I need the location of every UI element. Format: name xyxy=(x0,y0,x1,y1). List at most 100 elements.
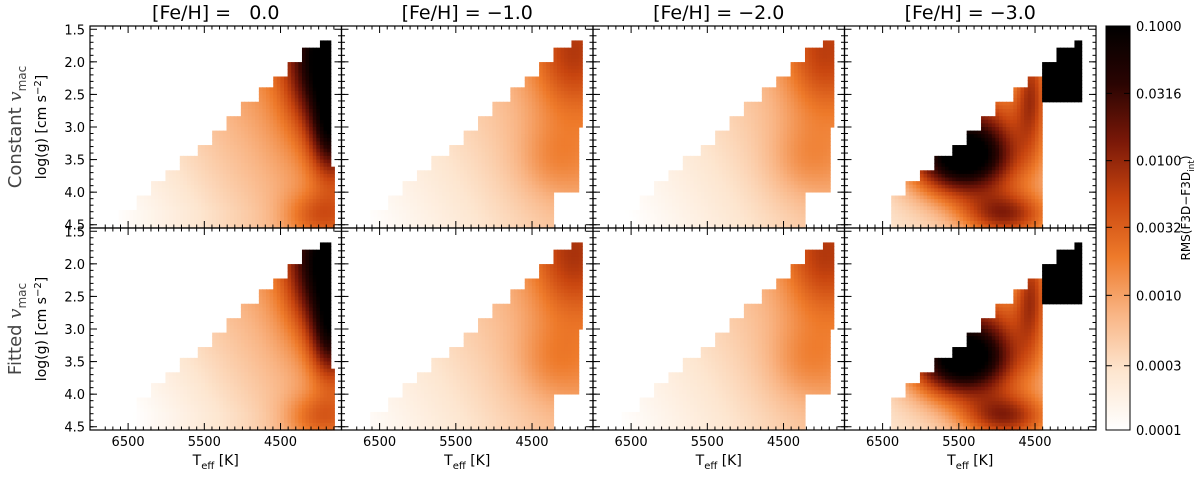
heat-cell xyxy=(578,76,583,81)
heat-cell xyxy=(513,188,519,193)
heat-cell xyxy=(779,184,785,189)
heat-cell xyxy=(675,202,680,207)
heat-cell xyxy=(546,90,551,96)
heat-cell xyxy=(434,181,440,186)
heat-cell xyxy=(812,123,817,128)
heat-cell xyxy=(510,127,515,132)
heat-cell xyxy=(319,141,325,146)
heat-cell xyxy=(449,155,454,161)
heat-cell xyxy=(258,87,264,92)
heat-cell xyxy=(812,72,817,78)
heat-cell xyxy=(327,94,332,99)
heat-cell xyxy=(571,137,576,143)
heat-cell xyxy=(531,213,537,218)
heat-cell xyxy=(794,83,799,88)
heat-cell xyxy=(528,163,533,168)
heat-cell xyxy=(707,209,713,215)
heat-cell xyxy=(549,119,555,124)
heat-cell xyxy=(287,209,292,215)
heat-cell xyxy=(492,224,497,229)
heat-cell xyxy=(513,195,519,200)
heat-cell xyxy=(273,116,278,121)
heat-cell xyxy=(416,202,422,207)
heat-cell xyxy=(305,127,310,132)
heat-cell xyxy=(765,202,770,207)
heat-cell xyxy=(291,163,296,168)
heat-cell xyxy=(488,191,493,197)
heat-cell xyxy=(154,195,159,200)
heat-cell xyxy=(190,206,195,211)
heat-cell xyxy=(323,72,328,78)
heat-cell xyxy=(237,170,242,175)
heat-cell xyxy=(319,80,325,85)
heat-cell xyxy=(215,202,220,207)
heat-cell xyxy=(779,188,785,193)
heat-cell xyxy=(503,213,508,218)
heat-cell xyxy=(506,101,511,106)
heat-cell xyxy=(273,195,278,200)
heat-cell xyxy=(668,224,673,229)
heat-cell xyxy=(301,137,307,143)
heat-cell xyxy=(797,130,802,135)
heat-cell xyxy=(826,159,831,164)
heat-cell xyxy=(531,191,537,197)
heat-cell xyxy=(208,170,213,175)
heat-cell xyxy=(197,155,202,161)
heat-cell xyxy=(420,195,425,200)
heat-cell xyxy=(327,209,332,215)
heat-cell xyxy=(557,173,562,179)
heat-cell xyxy=(801,195,806,200)
heat-cell xyxy=(169,184,174,189)
heat-cell xyxy=(571,76,576,81)
heat-cell xyxy=(521,213,526,218)
heat-cell xyxy=(233,148,238,153)
heat-cell xyxy=(549,170,555,175)
heat-cell xyxy=(463,206,468,211)
heat-cell xyxy=(258,127,264,132)
heat-cell xyxy=(707,213,713,218)
heat-cell xyxy=(826,87,831,92)
heat-cell xyxy=(711,195,716,200)
heat-cell xyxy=(151,213,156,218)
heat-cell xyxy=(230,199,235,204)
heat-cell xyxy=(316,191,321,197)
heat-cell xyxy=(779,181,785,186)
heat-cell xyxy=(521,181,526,186)
heat-cell xyxy=(743,127,749,132)
heat-cell xyxy=(769,181,774,186)
heat-cell xyxy=(571,40,576,45)
heat-cell xyxy=(248,141,253,146)
heat-cell xyxy=(391,209,396,215)
heat-cell xyxy=(262,134,267,139)
heat-cell xyxy=(743,105,749,110)
heat-cell xyxy=(276,188,282,193)
heat-cell xyxy=(661,181,666,186)
heat-cell xyxy=(488,119,493,124)
heat-cell xyxy=(201,188,206,193)
heat-cell xyxy=(919,177,925,182)
heat-cell xyxy=(183,155,188,161)
heat-cell xyxy=(531,148,537,153)
heat-cell xyxy=(542,108,547,114)
heat-cell xyxy=(287,213,292,218)
heat-cell xyxy=(244,141,249,146)
heat-cell xyxy=(478,155,483,161)
heat-cell xyxy=(176,206,181,211)
heat-cell xyxy=(488,148,493,153)
heat-cell xyxy=(499,206,504,211)
heat-cell xyxy=(668,220,673,225)
heat-cell xyxy=(819,148,824,153)
heat-cell xyxy=(413,195,418,200)
heat-cell xyxy=(711,163,716,168)
heat-cell xyxy=(305,177,310,182)
heat-cell xyxy=(715,134,720,139)
heat-cell xyxy=(190,184,195,189)
heat-cell xyxy=(291,72,296,78)
heat-cell xyxy=(776,181,781,186)
heat-cell xyxy=(409,184,414,189)
heat-cell xyxy=(409,209,414,215)
heat-cell xyxy=(801,202,806,207)
heat-cell xyxy=(495,148,501,153)
heat-cell xyxy=(467,209,472,215)
heat-cell xyxy=(772,209,777,215)
